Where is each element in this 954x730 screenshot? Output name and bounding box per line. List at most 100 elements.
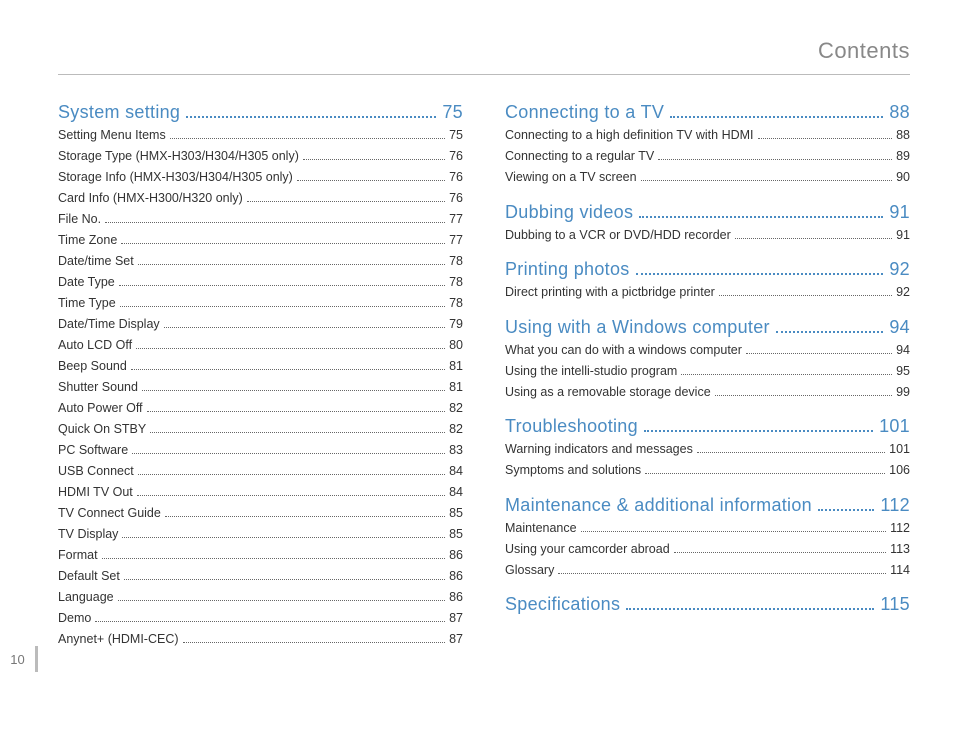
toc-entry-page: 75	[449, 129, 463, 142]
leader-dots	[776, 331, 884, 333]
leader-dots	[758, 138, 893, 139]
toc-entry-label: Demo	[58, 612, 91, 625]
toc-entry-label: Language	[58, 591, 114, 604]
toc-entry[interactable]: Demo 87	[58, 612, 463, 625]
leader-dots	[247, 201, 445, 202]
toc-entry[interactable]: Anynet+ (HDMI-CEC) 87	[58, 633, 463, 646]
toc-section-heading[interactable]: Using with a Windows computer 94	[505, 317, 910, 338]
toc-section-page: 92	[889, 259, 910, 280]
toc-section-heading[interactable]: Troubleshooting 101	[505, 416, 910, 437]
leader-dots	[641, 180, 893, 181]
toc-entry[interactable]: Format 86	[58, 549, 463, 562]
toc-entry[interactable]: Storage Type (HMX-H303/H304/H305 only) 7…	[58, 150, 463, 163]
toc-entry[interactable]: File No. 77	[58, 213, 463, 226]
leader-dots	[119, 285, 445, 286]
leader-dots	[136, 348, 445, 349]
toc-entry-page: 85	[449, 528, 463, 541]
toc-entry[interactable]: Auto LCD Off 80	[58, 339, 463, 352]
toc-entry[interactable]: Using your camcorder abroad 113	[505, 543, 910, 556]
leader-dots	[102, 558, 446, 559]
toc-entry[interactable]: Auto Power Off 82	[58, 402, 463, 415]
toc-entry[interactable]: Language 86	[58, 591, 463, 604]
toc-section-page: 94	[889, 317, 910, 338]
toc-section-page: 101	[879, 416, 910, 437]
leader-dots	[581, 531, 886, 532]
toc-entry[interactable]: Quick On STBY 82	[58, 423, 463, 436]
leader-dots	[137, 495, 445, 496]
leader-dots	[122, 537, 445, 538]
toc-entry[interactable]: Maintenance 112	[505, 522, 910, 535]
toc-entry[interactable]: USB Connect 84	[58, 465, 463, 478]
toc-entry[interactable]: Glossary 114	[505, 564, 910, 577]
leader-dots	[303, 159, 445, 160]
toc-entry[interactable]: Connecting to a regular TV 89	[505, 150, 910, 163]
toc-section: Maintenance & additional information 112…	[505, 495, 910, 577]
toc-entry[interactable]: Date/time Set 78	[58, 255, 463, 268]
toc-entry-page: 114	[890, 564, 910, 577]
toc-entry[interactable]: TV Connect Guide 85	[58, 507, 463, 520]
toc-entry[interactable]: Time Type 78	[58, 297, 463, 310]
leader-dots	[183, 642, 446, 643]
toc-column: Connecting to a TV 88 Connecting to a hig…	[505, 102, 910, 664]
leader-dots	[746, 353, 892, 354]
toc-entry[interactable]: Storage Info (HMX-H303/H304/H305 only) 7…	[58, 171, 463, 184]
toc-entry[interactable]: Warning indicators and messages 101	[505, 443, 910, 456]
toc-entry-page: 90	[896, 171, 910, 184]
toc-entry-label: Direct printing with a pictbridge printe…	[505, 286, 715, 299]
leader-dots	[138, 474, 445, 475]
leader-dots	[118, 600, 445, 601]
toc-entry-label: Maintenance	[505, 522, 577, 535]
toc-entry[interactable]: Time Zone 77	[58, 234, 463, 247]
toc-section-heading[interactable]: System setting 75	[58, 102, 463, 123]
toc-entry-label: Connecting to a regular TV	[505, 150, 654, 163]
toc-entry-page: 113	[890, 543, 910, 556]
toc-entry-label: Format	[58, 549, 98, 562]
toc-entry-label: Quick On STBY	[58, 423, 146, 436]
toc-entry-label: Time Zone	[58, 234, 117, 247]
toc-entry[interactable]: Connecting to a high definition TV with …	[505, 129, 910, 142]
toc-section-heading[interactable]: Dubbing videos 91	[505, 202, 910, 223]
toc-section-heading[interactable]: Connecting to a TV 88	[505, 102, 910, 123]
toc-entry[interactable]: Beep Sound 81	[58, 360, 463, 373]
toc-entry[interactable]: Date Type 78	[58, 276, 463, 289]
toc-section-heading[interactable]: Specifications 115	[505, 594, 910, 615]
leader-dots	[138, 264, 445, 265]
toc-entry[interactable]: Viewing on a TV screen 90	[505, 171, 910, 184]
toc-section-heading[interactable]: Maintenance & additional information 112	[505, 495, 910, 516]
toc-section-page: 88	[889, 102, 910, 123]
toc-entry-label: Dubbing to a VCR or DVD/HDD recorder	[505, 229, 731, 242]
toc-entry-label: Setting Menu Items	[58, 129, 166, 142]
toc-section-page: 91	[889, 202, 910, 223]
toc-entry-page: 87	[449, 633, 463, 646]
toc-entry[interactable]: Dubbing to a VCR or DVD/HDD recorder 91	[505, 229, 910, 242]
toc-entry[interactable]: Symptoms and solutions 106	[505, 464, 910, 477]
toc-entry-page: 83	[449, 444, 463, 457]
toc-section-title: Maintenance & additional information	[505, 495, 812, 516]
toc-entry[interactable]: Direct printing with a pictbridge printe…	[505, 286, 910, 299]
toc-entry[interactable]: Using the intelli-studio program 95	[505, 365, 910, 378]
toc-entry[interactable]: Card Info (HMX-H300/H320 only) 76	[58, 192, 463, 205]
toc-entry-label: Warning indicators and messages	[505, 443, 693, 456]
page-number-tab: 10	[0, 646, 38, 672]
toc-section-heading[interactable]: Printing photos 92	[505, 259, 910, 280]
toc-entry[interactable]: Setting Menu Items 75	[58, 129, 463, 142]
toc-entry-label: Auto Power Off	[58, 402, 143, 415]
toc-entry[interactable]: Default Set 86	[58, 570, 463, 583]
toc-entry[interactable]: Date/Time Display 79	[58, 318, 463, 331]
toc-entry[interactable]: HDMI TV Out 84	[58, 486, 463, 499]
toc-section-title: Troubleshooting	[505, 416, 638, 437]
toc-entry[interactable]: What you can do with a windows computer …	[505, 344, 910, 357]
toc-entry-page: 82	[449, 423, 463, 436]
leader-dots	[636, 273, 884, 275]
toc-entry-page: 77	[449, 213, 463, 226]
leader-dots	[639, 216, 883, 218]
toc-entry-label: Using as a removable storage device	[505, 386, 711, 399]
toc-entry[interactable]: Shutter Sound 81	[58, 381, 463, 394]
toc-entry[interactable]: Using as a removable storage device 99	[505, 386, 910, 399]
toc-entry[interactable]: TV Display 85	[58, 528, 463, 541]
leader-dots	[121, 243, 445, 244]
toc-entry[interactable]: PC Software 83	[58, 444, 463, 457]
leader-dots	[131, 369, 445, 370]
toc-entry-page: 84	[449, 486, 463, 499]
toc-columns: System setting 75 Setting Menu Items 75 St…	[58, 102, 910, 664]
